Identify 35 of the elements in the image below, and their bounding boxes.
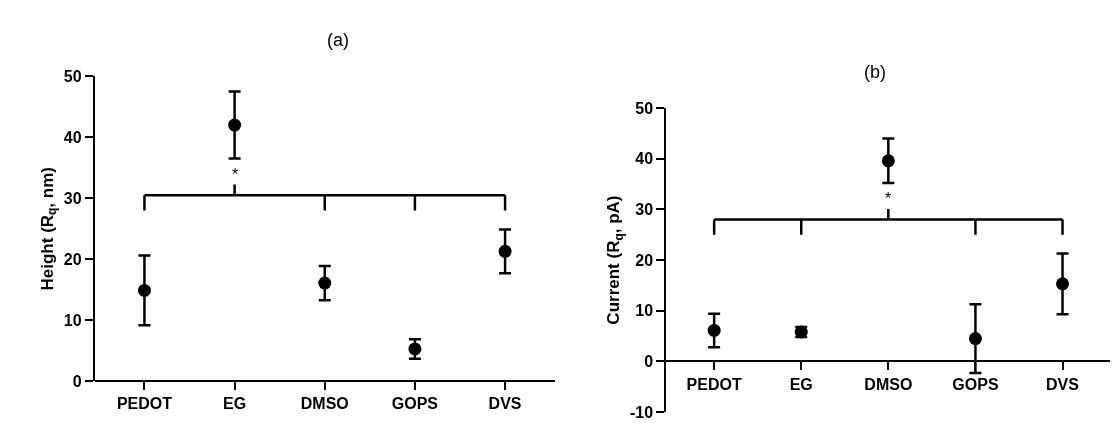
- y-tick-label: 20: [63, 250, 82, 268]
- point: [968, 332, 982, 346]
- point: [707, 323, 721, 337]
- point: [881, 154, 895, 168]
- x-tick-label: DMSO: [300, 395, 349, 413]
- x-tick-label: GOPS: [391, 395, 439, 413]
- x-tick-label: EG: [223, 395, 247, 413]
- annotation: *: [232, 166, 239, 183]
- x-tick-label: GOPS: [952, 375, 999, 393]
- x-tick-label: EG: [789, 375, 813, 393]
- x-tick-label: PEDOT: [116, 395, 173, 413]
- y-tick-label: 30: [63, 189, 82, 207]
- y-tick-label: 10: [635, 302, 654, 320]
- x-tick-label: DVS: [488, 395, 522, 413]
- y-tick-label: 0: [644, 352, 654, 370]
- chart-title: (b): [864, 62, 886, 82]
- point: [228, 118, 242, 132]
- annotation: *: [885, 190, 892, 207]
- y-tick-label: -10: [629, 403, 654, 421]
- y-tick-label: 10: [63, 311, 82, 329]
- y-tick-label: 50: [63, 67, 82, 85]
- point: [137, 283, 151, 297]
- y-tick-label: 20: [635, 251, 654, 269]
- x-tick-label: DVS: [1046, 375, 1080, 393]
- y-tick-label: 40: [63, 128, 82, 146]
- y-tick-label: 40: [635, 150, 654, 168]
- y-tick-label: 30: [635, 201, 654, 219]
- chart-title: (a): [327, 30, 349, 50]
- point: [318, 276, 332, 290]
- x-tick-label: PEDOT: [686, 375, 742, 393]
- x-tick-label: DMSO: [864, 375, 913, 393]
- y-tick-label: 0: [72, 372, 82, 390]
- y-tick-label: 50: [635, 99, 654, 117]
- point: [1056, 277, 1070, 291]
- point: [498, 244, 512, 258]
